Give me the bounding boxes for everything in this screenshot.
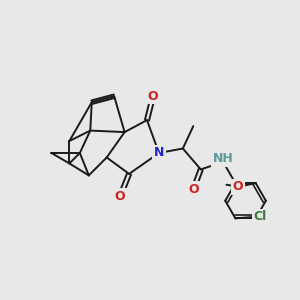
Text: Cl: Cl <box>254 210 267 224</box>
Text: NH: NH <box>213 152 233 166</box>
Text: O: O <box>188 183 199 196</box>
Text: O: O <box>148 90 158 103</box>
Text: O: O <box>232 180 243 193</box>
Text: O: O <box>115 190 125 203</box>
Text: N: N <box>154 146 164 160</box>
